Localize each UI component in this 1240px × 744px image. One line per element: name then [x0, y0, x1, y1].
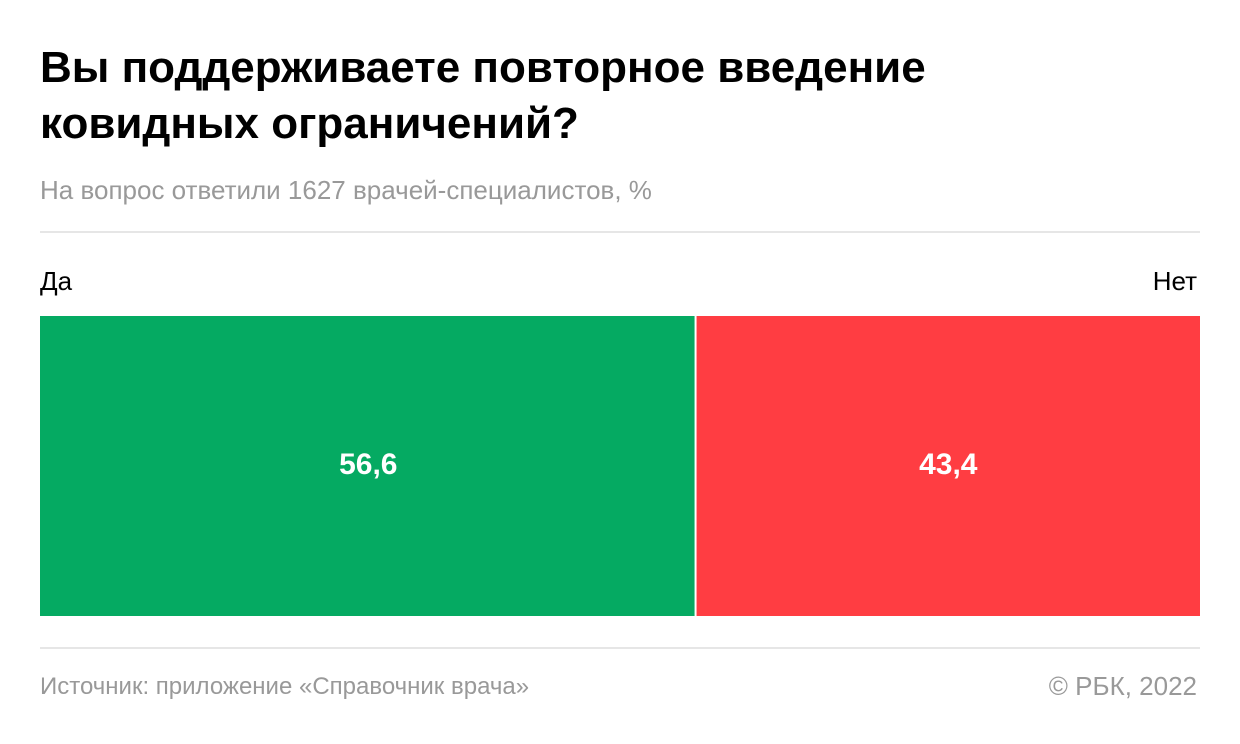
divider — [40, 647, 1200, 649]
source: Источник: приложение «Справочник врача» — [40, 673, 530, 700]
chart: 56,6 Да 43,4 Нет — [40, 266, 1200, 616]
legend-label: Да — [40, 266, 73, 296]
bar-segment — [696, 316, 1200, 616]
legend-label: Нет — [1153, 266, 1197, 296]
bar-segment — [40, 316, 695, 616]
value-label: 43,4 — [919, 448, 978, 481]
value-label: 56,6 — [339, 448, 397, 481]
chart-subtitle: На вопрос ответили 1627 врачей-специалис… — [40, 175, 652, 205]
divider — [40, 231, 1200, 233]
copyright: © РБК, 2022 — [1048, 671, 1197, 701]
chart-title: Вы поддерживаете повторное введение кови… — [40, 43, 926, 148]
